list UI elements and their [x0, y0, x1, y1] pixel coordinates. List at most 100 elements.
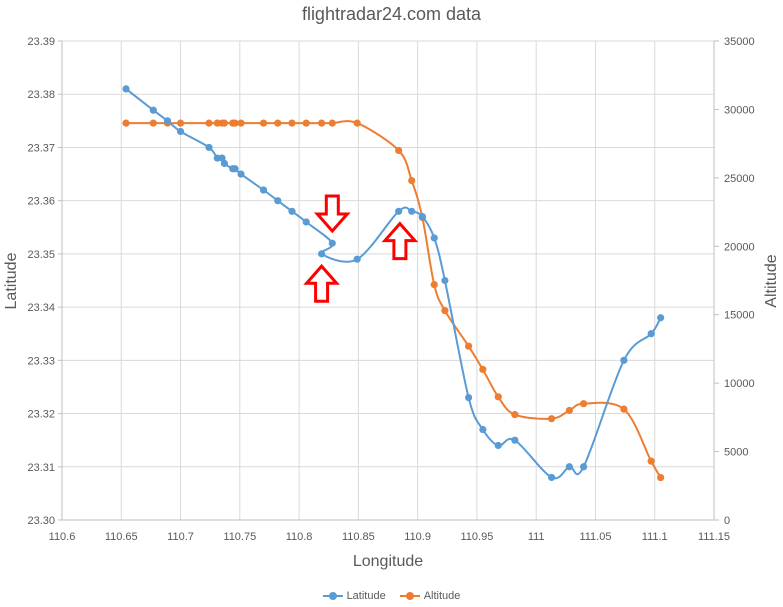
y-tick-label: 23.31 — [27, 462, 55, 474]
data-point[interactable] — [259, 119, 268, 127]
data-point[interactable] — [465, 342, 473, 350]
data-point[interactable] — [328, 239, 336, 247]
y2-tick-label: 5000 — [724, 447, 748, 459]
data-point[interactable] — [511, 411, 519, 419]
data-point[interactable] — [176, 127, 185, 136]
x-tick-label: 110.7 — [167, 531, 194, 543]
x-tick-label: 110.8 — [286, 531, 313, 543]
data-point[interactable] — [580, 463, 588, 471]
data-point[interactable] — [479, 365, 487, 374]
data-point[interactable] — [237, 170, 245, 178]
data-point[interactable] — [122, 119, 130, 127]
legend-item-latitude[interactable]: Latitude — [322, 590, 386, 602]
x-tick-label: 111.05 — [579, 531, 611, 543]
data-point[interactable] — [430, 234, 438, 242]
y-tick-label: 23.32 — [27, 409, 55, 421]
y-axis-title: Latitude — [3, 252, 20, 309]
legend: Latitude Altitude — [0, 590, 783, 602]
data-point[interactable] — [237, 119, 245, 127]
y-tick-label: 23.34 — [27, 302, 55, 314]
tick-labels: 110.6 110.65 110.7 110.75 110.8 110.85 110.9 11… — [27, 36, 754, 543]
data-point[interactable] — [494, 393, 502, 401]
arrow-down-icon — [313, 194, 351, 234]
data-point[interactable] — [205, 119, 213, 127]
data-point[interactable] — [647, 457, 655, 465]
data-point[interactable] — [441, 307, 449, 315]
y-tick-label: 23.30 — [27, 515, 55, 527]
data-point[interactable] — [318, 119, 326, 127]
x-tick-label: 110.9 — [404, 531, 431, 543]
data-point[interactable] — [657, 473, 665, 482]
data-point[interactable] — [259, 186, 268, 194]
x-tick-label: 110.65 — [105, 531, 138, 543]
latitude-marker-icon — [322, 591, 343, 601]
data-point[interactable] — [620, 405, 628, 413]
data-point[interactable] — [220, 119, 229, 127]
x-axis-title: Longitude — [353, 553, 423, 570]
x-tick-label: 110.75 — [223, 531, 256, 543]
data-point[interactable] — [511, 436, 519, 444]
data-point[interactable] — [231, 119, 239, 127]
x-tick-label: 111 — [528, 531, 545, 543]
arrow-up-icon — [303, 263, 340, 303]
data-point[interactable] — [288, 119, 296, 127]
x-tick-label: 110.85 — [342, 531, 375, 543]
y2-tick-label: 30000 — [724, 104, 755, 116]
legend-label: Altitude — [423, 590, 461, 602]
data-point[interactable] — [176, 119, 185, 127]
data-point[interactable] — [274, 119, 282, 127]
data-point[interactable] — [408, 176, 416, 185]
data-point[interactable] — [430, 281, 438, 289]
legend-label: Latitude — [346, 590, 386, 602]
data-point[interactable] — [149, 106, 157, 114]
y2-tick-label: 15000 — [724, 310, 755, 322]
series-altitude — [122, 119, 665, 482]
data-point[interactable] — [547, 473, 556, 482]
data-point[interactable] — [547, 415, 556, 423]
y2-tick-label: 20000 — [724, 241, 755, 253]
y2-tick-label: 35000 — [724, 36, 755, 48]
data-point[interactable] — [274, 197, 282, 205]
x-tick-label: 111.1 — [642, 531, 668, 543]
data-point[interactable] — [494, 441, 502, 450]
data-point[interactable] — [395, 207, 403, 215]
data-point[interactable] — [163, 117, 172, 125]
data-point[interactable] — [122, 85, 130, 93]
data-point[interactable] — [318, 250, 326, 258]
altitude-marker-icon — [399, 591, 420, 601]
data-point[interactable] — [353, 255, 361, 263]
y-tick-label: 23.37 — [27, 142, 55, 154]
data-point[interactable] — [565, 406, 573, 415]
axes — [58, 40, 719, 521]
data-point[interactable] — [580, 400, 588, 408]
legend-item-altitude[interactable]: Altitude — [399, 590, 461, 602]
data-point[interactable] — [408, 207, 416, 215]
data-point[interactable] — [657, 314, 665, 322]
data-point[interactable] — [302, 218, 310, 226]
data-point[interactable] — [149, 119, 157, 127]
data-point[interactable] — [418, 213, 426, 221]
data-point[interactable] — [353, 119, 361, 127]
data-point[interactable] — [395, 146, 403, 155]
data-point[interactable] — [302, 119, 310, 127]
data-point[interactable] — [465, 393, 473, 402]
data-point[interactable] — [231, 165, 239, 173]
y-tick-label: 23.36 — [27, 196, 55, 208]
data-point[interactable] — [647, 330, 655, 338]
arrow-up-icon — [381, 221, 419, 261]
series-lines — [122, 85, 665, 482]
y2-tick-label: 25000 — [724, 173, 755, 185]
data-point[interactable] — [479, 425, 487, 434]
data-point[interactable] — [565, 463, 573, 471]
data-point[interactable] — [620, 356, 628, 364]
data-point[interactable] — [328, 119, 336, 127]
data-point[interactable] — [288, 207, 296, 215]
y-tick-label: 23.39 — [27, 36, 55, 48]
data-point[interactable] — [441, 276, 449, 285]
y2-tick-label: 0 — [724, 515, 730, 527]
data-point[interactable] — [205, 143, 213, 152]
gridlines — [62, 40, 714, 520]
data-point[interactable] — [220, 159, 229, 168]
y2-tick-label: 10000 — [724, 378, 755, 390]
